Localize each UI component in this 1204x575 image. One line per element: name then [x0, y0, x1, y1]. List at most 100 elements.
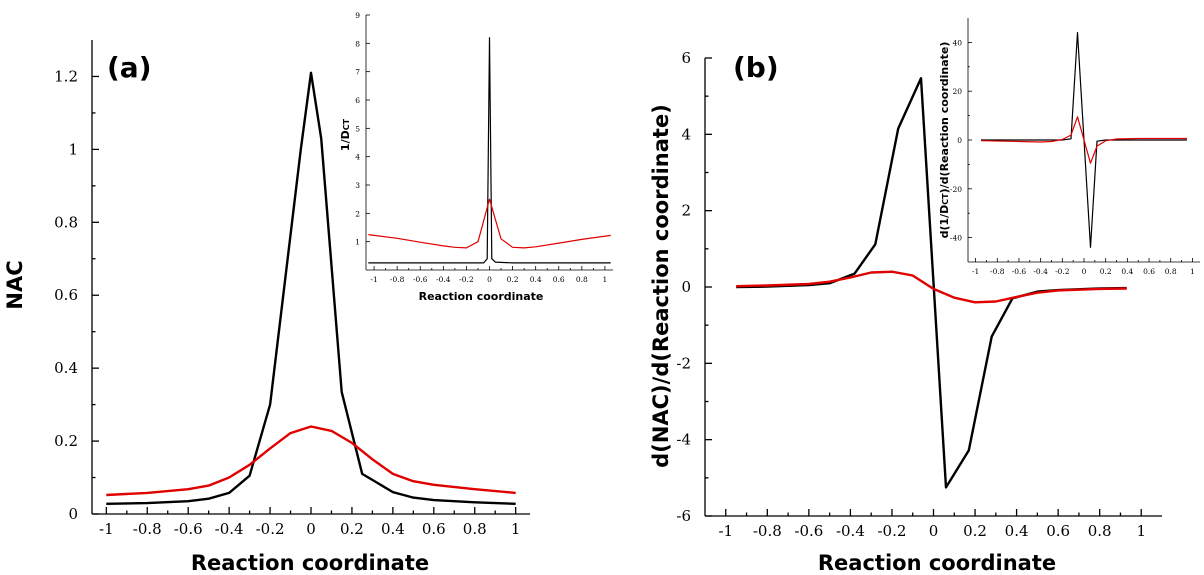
- a_inset-y-tick-label: 5: [355, 124, 360, 133]
- panel-a-ticks: -1 -0.8 -0.6 -0.4 -0.2 0 0.2 0.4 0.6 0.8 1 0 0.2 0.4 0…: [54, 67, 520, 538]
- panel-b-y-axis-title: d(NAC)/d(Reaction coordinate): [649, 104, 673, 468]
- b_inset-x-tick-label: 0: [1082, 267, 1087, 276]
- b_main-x-tick-label: 0.2: [963, 522, 987, 540]
- b_main-x-tick-label: -0.2: [877, 522, 906, 540]
- a_inset-x-tick-label: -0.2: [459, 275, 474, 284]
- b_inset-series-red-line: [980, 116, 1187, 164]
- b_inset-y-tick-label: 20: [952, 87, 962, 96]
- b_main-y-tick-label: 0: [681, 278, 691, 296]
- panel-b-x-axis-title: Reaction coordinate: [818, 551, 1056, 575]
- b_inset-x-tick-label: 0.4: [1121, 267, 1133, 276]
- b_inset-x-tick-label: -1: [972, 267, 979, 276]
- b_main-x-tick-label: 1: [1136, 522, 1146, 540]
- b_inset-y-tick-label: 0: [957, 136, 962, 145]
- a_inset-x-tick-label: -0.8: [390, 275, 405, 284]
- b_main-x-tick-label: 0: [929, 522, 939, 540]
- panel-a-main-chart: -1 -0.8 -0.6 -0.4 -0.2 0 0.2 0.4 0.6 0.8 1 0 0.2 0.4 0…: [3, 40, 530, 575]
- a_main-y-tick-label: 0.2: [54, 432, 78, 450]
- b_main-x-tick-label: -1: [718, 522, 733, 540]
- b_main-x-tick-label: 0.8: [1088, 522, 1112, 540]
- a_inset-x-tick-label: 1: [603, 275, 608, 284]
- b_inset-x-tick-label: -0.6: [1012, 267, 1027, 276]
- a_inset-x-tick-label: -1: [370, 275, 377, 284]
- a_main-x-tick-label: 0.4: [381, 520, 405, 538]
- panel-a-inset-y-title-main: 1/D: [339, 130, 352, 151]
- b_main-y-tick-label: -6: [676, 507, 691, 525]
- a_main-series-black-line: [106, 71, 516, 505]
- a_main-y-tick-label: 1: [68, 140, 78, 158]
- a_main-y-tick-label: 0.6: [54, 286, 78, 304]
- b_inset-x-tick-label: 0.8: [1165, 267, 1177, 276]
- a_main-y-tick-label: 1.2: [54, 67, 78, 85]
- panel-b-inset-ticks: -1 -0.8 -0.6 -0.4 -0.2 0 0.2 0.4 0.6 0.8 1 -40 -20 0 2…: [950, 38, 1195, 276]
- a_main-y-tick-label: 0.8: [54, 213, 78, 231]
- a_main-x-tick-label: -1: [99, 520, 114, 538]
- a_inset-y-tick-label: 2: [355, 209, 360, 218]
- b_main-y-tick-label: 2: [681, 202, 691, 220]
- a_main-x-tick-label: -0.6: [174, 520, 203, 538]
- a_main-x-tick-label: 0.8: [463, 520, 487, 538]
- b_inset-x-tick-label: -0.2: [1055, 267, 1070, 276]
- b_main-x-tick-label: 0.6: [1046, 522, 1070, 540]
- panel-b-ticks: -1 -0.8 -0.6 -0.4 -0.2 0 0.2 0.4 0.6 0.8 1-6-4-202…: [676, 49, 1146, 540]
- a_main-x-tick-label: -0.8: [133, 520, 162, 538]
- b_inset-x-tick-label: 0.6: [1143, 267, 1155, 276]
- panel-b-inset-y-title-sub: CT: [941, 193, 950, 205]
- b_main-y-tick-label: -4: [676, 431, 691, 449]
- panel-a-inset-y-title-sub: CT: [342, 118, 351, 130]
- b_main-series-red-line: [736, 270, 1127, 304]
- a_inset-x-tick-label: -0.6: [413, 275, 428, 284]
- panel-a-inset-ticks: -1 -0.8 -0.6 -0.4 -0.2 0 0.2 0.4 0.6 0.8 1 1 2 3 4 5 6 7 8…: [355, 11, 607, 284]
- panel-b-label: (b): [733, 51, 779, 84]
- panel-a-inset-x-axis-title: Reaction coordinate: [419, 290, 544, 303]
- panel-a-x-axis-title: Reaction coordinate: [191, 551, 429, 575]
- panel-a-inset-y-axis-title: 1/DCT: [339, 118, 352, 151]
- a_inset-series-black-line: [368, 37, 611, 264]
- a_inset-x-tick-label: 0.4: [530, 275, 542, 284]
- a_inset-y-tick-label: 9: [355, 11, 360, 20]
- b_main-x-tick-label: 0.4: [1005, 522, 1029, 540]
- a_main-x-tick-label: 0.6: [422, 520, 446, 538]
- b_inset-x-tick-label: -0.4: [1033, 267, 1048, 276]
- panel-b-series: [736, 76, 1127, 489]
- a_inset-x-tick-label: 0.8: [576, 275, 588, 284]
- a_main-x-tick-label: 0: [306, 520, 316, 538]
- b_inset-x-tick-label: -0.8: [990, 267, 1005, 276]
- a_inset-y-tick-label: 3: [355, 181, 360, 190]
- a_main-x-tick-label: -0.2: [256, 520, 285, 538]
- b_main-y-tick-label: 4: [681, 125, 691, 143]
- b_main-y-tick-label: 6: [681, 49, 691, 67]
- a_main-x-tick-label: 1: [511, 520, 521, 538]
- panel-a-inset-series: [368, 37, 611, 264]
- b_main-y-tick-label: -2: [676, 354, 691, 372]
- panel-a-y-axis-title: NAC: [3, 260, 27, 309]
- b_inset-x-tick-label: 1: [1190, 267, 1195, 276]
- a_main-series-red-line: [106, 425, 516, 497]
- a_inset-x-tick-label: -0.4: [436, 275, 451, 284]
- b_inset-y-tick-label: -20: [950, 185, 962, 194]
- b_inset-y-tick-label: -40: [950, 234, 962, 243]
- a_inset-x-tick-label: 0.2: [507, 275, 519, 284]
- b_main-x-tick-label: -0.4: [836, 522, 865, 540]
- panel-b-inset-y-title-post: )/d(Reaction coordinate): [938, 42, 951, 194]
- panel-b-inset-y-axis-title: d(1/DCT)/d(Reaction coordinate): [938, 42, 951, 239]
- a_main-x-tick-label: -0.4: [215, 520, 244, 538]
- a_inset-x-tick-label: 0: [487, 275, 492, 284]
- panel-a-inset-chart: -1 -0.8 -0.6 -0.4 -0.2 0 0.2 0.4 0.6 0.8 1 1 2 3 4 5 6 7 8…: [339, 11, 613, 303]
- panel-b-inset-series: [980, 31, 1187, 248]
- panel-a-series: [106, 71, 516, 505]
- a_inset-y-tick-label: 4: [355, 153, 360, 162]
- b_inset-x-tick-label: 0.2: [1100, 267, 1112, 276]
- a_main-y-tick-label: 0: [68, 505, 78, 523]
- panel-b-inset-chart: -1 -0.8 -0.6 -0.4 -0.2 0 0.2 0.4 0.6 0.8 1 -40 -20 0 2…: [938, 18, 1200, 276]
- panel-b-main-chart: -1 -0.8 -0.6 -0.4 -0.2 0 0.2 0.4 0.6 0.8 1-6-4-202…: [649, 49, 1162, 575]
- a_inset-y-tick-label: 6: [355, 96, 360, 105]
- panel-b-inset-y-title-pre: d(1/D: [938, 205, 951, 239]
- a_main-x-tick-label: 0.2: [340, 520, 364, 538]
- b_inset-y-tick-label: 40: [952, 38, 962, 47]
- b_main-x-tick-label: -0.8: [753, 522, 782, 540]
- a_inset-y-tick-label: 7: [355, 68, 360, 77]
- panel-a-label: (a): [107, 51, 152, 84]
- a_inset-x-tick-label: 0.6: [553, 275, 565, 284]
